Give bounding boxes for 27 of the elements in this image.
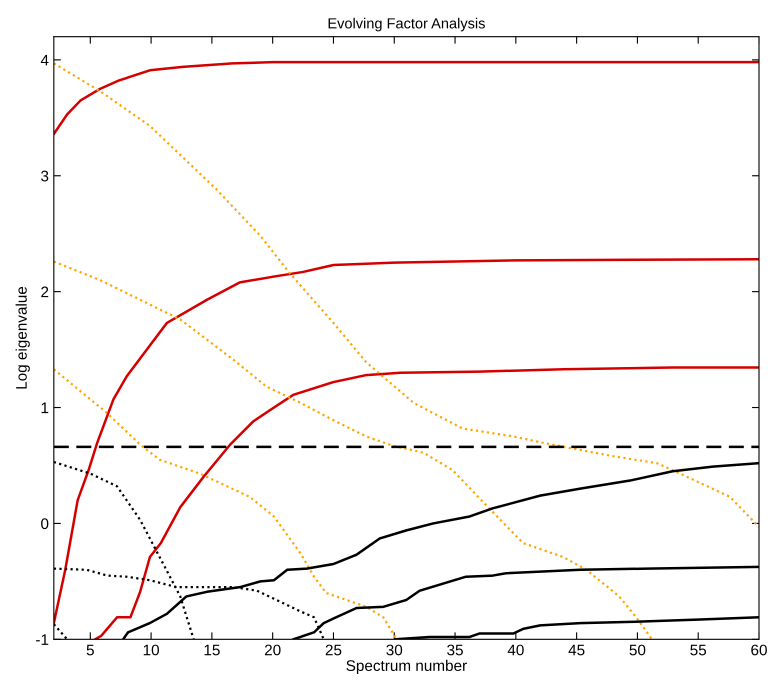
line-series xyxy=(54,62,760,528)
x-tick-label: 45 xyxy=(568,644,584,656)
line-series xyxy=(54,258,760,624)
x-tick-label: 25 xyxy=(326,644,342,656)
x-tick-label: 35 xyxy=(447,644,463,656)
y-tick-label: 1 xyxy=(42,402,48,414)
y-axis-title: Log eigenvalue xyxy=(16,286,30,389)
x-tick-label: 20 xyxy=(264,644,281,656)
chart-title: Evolving Factor Analysis xyxy=(328,18,485,32)
x-tick-label: 60 xyxy=(751,644,767,656)
line-series xyxy=(54,60,760,136)
x-axis-title: Spectrum number xyxy=(346,660,467,674)
line-series xyxy=(94,366,760,640)
y-tick-label: 3 xyxy=(41,170,48,182)
y-tick-label: 2 xyxy=(41,286,48,298)
x-tick-label: 40 xyxy=(508,644,524,656)
x-tick-label: 15 xyxy=(204,644,220,656)
y-tick-label: 0 xyxy=(41,518,48,530)
x-tick-label: 5 xyxy=(86,644,94,656)
line-series xyxy=(54,368,398,640)
line-series xyxy=(54,260,654,640)
x-tick-label: 55 xyxy=(690,644,706,656)
x-tick-label: 10 xyxy=(144,644,159,656)
y-tick-label: -1 xyxy=(36,634,48,645)
x-tick-label: 30 xyxy=(386,644,402,656)
x-tick-label: 50 xyxy=(630,644,646,656)
y-tick-label: 4 xyxy=(40,54,49,66)
